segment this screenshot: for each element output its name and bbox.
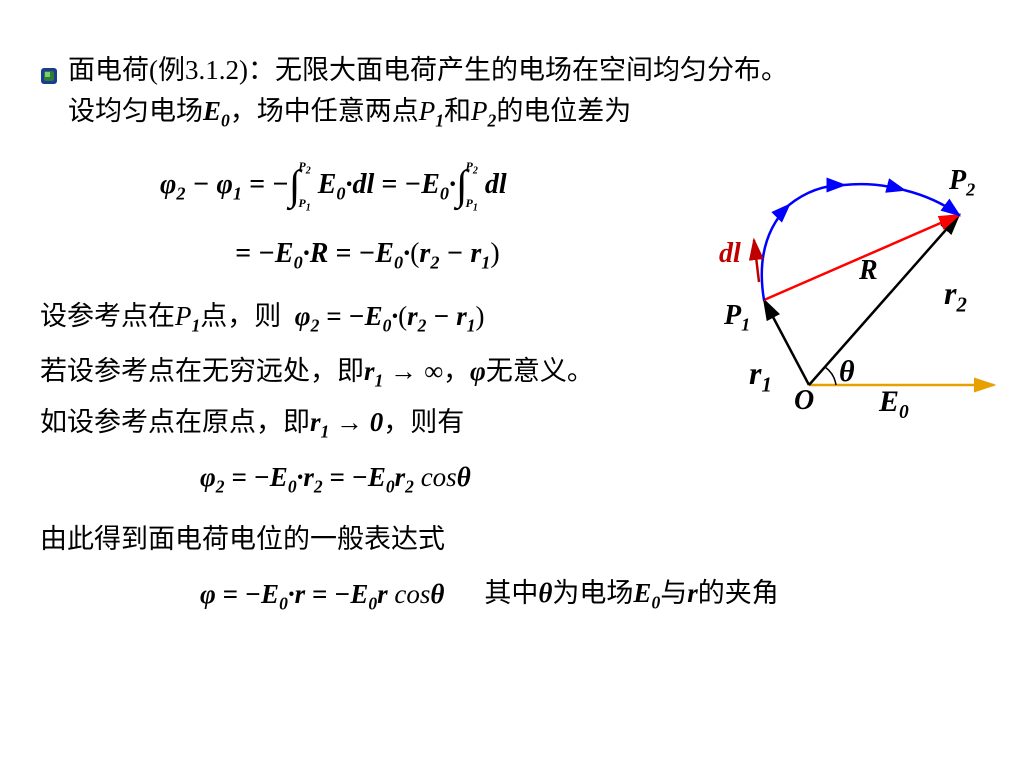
- arc-seg3: [844, 184, 904, 190]
- arc-seg1: [762, 205, 789, 300]
- bullet-icon: [40, 56, 58, 97]
- label-P2: P2: [949, 165, 975, 201]
- label-E0: E0: [879, 385, 909, 424]
- note-text: 其中θ为电场E0与r的夹角: [484, 573, 778, 616]
- title-block: 面电荷(例3.1.2)：无限大面电荷产生的电场在空间均匀分布。 设均匀电场E0，…: [40, 50, 994, 133]
- label-dl: dl: [719, 238, 741, 270]
- equation-3: φ2 = −E0·r2 = −E0r2 cosθ: [200, 456, 994, 500]
- r2-vector: [809, 215, 959, 385]
- general-expression-text: 由此得到面电荷电位的一般表达式: [40, 519, 994, 560]
- label-P1: P1: [724, 300, 750, 336]
- title-line2-mid: ，场中任意两点: [230, 96, 419, 126]
- label-theta: θ: [839, 355, 855, 389]
- title-line2-and: 和: [444, 96, 471, 126]
- arc-seg2: [789, 185, 844, 205]
- theta-arc: [825, 367, 836, 385]
- label-r1: r1: [749, 355, 772, 397]
- dl-arrow: [754, 240, 759, 282]
- label-r2: r2: [944, 275, 967, 317]
- e0-symbol: E0: [203, 96, 230, 126]
- vector-diagram: P2 dl R r2 P1 r1 θ O E0: [694, 160, 1004, 430]
- p2-symbol: P2: [471, 96, 496, 126]
- title-line1: 面电荷(例3.1.2)：无限大面电荷产生的电场在空间均匀分布。: [68, 55, 788, 85]
- title-line2-suffix: 的电位差为: [496, 96, 631, 126]
- label-R: R: [859, 255, 878, 287]
- label-O: O: [794, 385, 814, 417]
- title-line2-prefix: 设均匀电场: [68, 96, 203, 126]
- p1-symbol: P1: [419, 96, 444, 126]
- equation-4: φ = −E0·r = −E0r cosθ: [200, 573, 444, 617]
